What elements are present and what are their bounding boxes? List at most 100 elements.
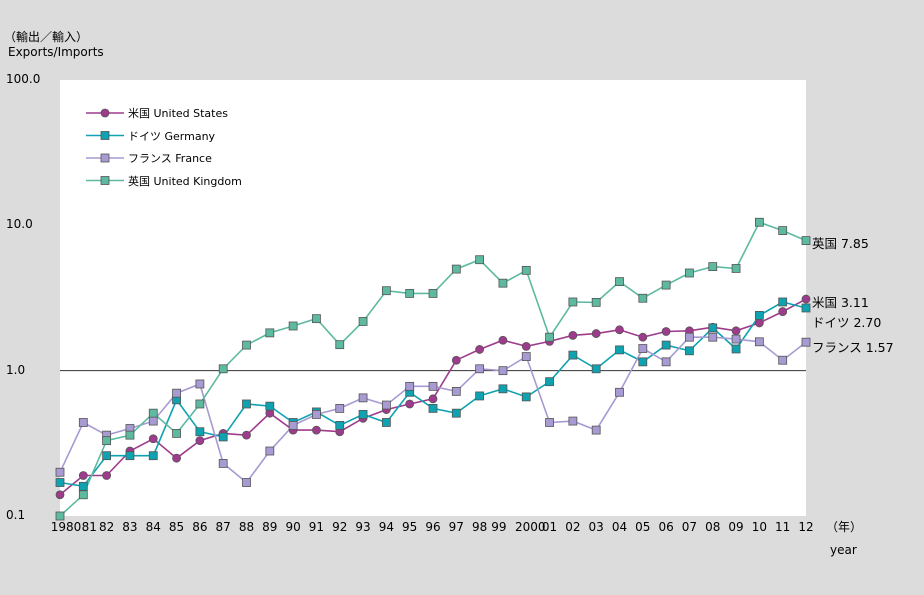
- data-point: [498, 384, 508, 394]
- data-point: [475, 345, 485, 354]
- data-point: [545, 377, 554, 387]
- data-point: [615, 345, 624, 355]
- data-point: [218, 364, 228, 374]
- x-tick-label: 07: [681, 520, 698, 534]
- legend-label: フランス France: [128, 152, 212, 165]
- data-point: [451, 355, 461, 365]
- x-tick-label: 99: [491, 520, 507, 534]
- x-tick-label: 1980: [50, 520, 82, 534]
- data-point: [381, 418, 391, 427]
- y-label-en: Exports/Imports: [8, 45, 104, 59]
- x-tick-label: 96: [425, 520, 441, 534]
- data-point: [312, 314, 321, 324]
- x-tick-label: 97: [448, 520, 464, 534]
- data-point: [778, 355, 788, 365]
- data-point: [125, 430, 135, 440]
- data-point: [615, 277, 624, 287]
- data-point: [451, 408, 461, 418]
- data-point: [568, 330, 578, 340]
- data-point: [312, 410, 321, 419]
- x-tick-label: 90: [285, 520, 301, 534]
- data-point: [685, 346, 694, 356]
- y-tick-label: 100.0: [6, 72, 41, 86]
- data-point: [498, 278, 508, 288]
- data-point: [731, 326, 741, 336]
- data-point: [591, 329, 601, 338]
- data-point: [475, 364, 485, 374]
- end-label: フランス 1.57: [812, 340, 894, 355]
- data-point: [498, 335, 508, 345]
- data-point: [288, 421, 298, 430]
- data-point: [242, 340, 251, 350]
- data-point: [638, 357, 648, 367]
- data-point: [148, 408, 158, 418]
- data-point: [661, 340, 671, 350]
- data-point: [172, 388, 181, 398]
- data-point: [102, 451, 112, 461]
- data-point: [801, 337, 811, 347]
- data-point: [358, 393, 368, 403]
- data-point: [521, 265, 531, 275]
- data-point: [778, 307, 788, 316]
- data-point: [78, 481, 88, 491]
- data-point: [638, 293, 648, 303]
- x-tick-label: 86: [192, 520, 208, 534]
- x-tick-label: 06: [658, 520, 674, 534]
- data-point: [218, 459, 228, 468]
- data-point: [78, 471, 88, 480]
- legend-marker: [100, 131, 110, 140]
- data-point: [312, 425, 321, 435]
- data-point: [242, 399, 251, 409]
- data-point: [288, 321, 298, 331]
- data-point: [778, 226, 788, 235]
- x-tick-label: 12: [798, 520, 814, 534]
- data-point: [568, 297, 578, 307]
- data-point: [55, 467, 65, 477]
- data-point: [335, 421, 345, 430]
- data-point: [801, 294, 811, 304]
- data-point: [195, 427, 205, 437]
- data-point: [172, 453, 181, 463]
- data-point: [521, 352, 531, 361]
- end-label: 英国 7.85: [812, 236, 869, 251]
- series-markers: [55, 217, 811, 521]
- end-label: ドイツ 2.70: [812, 315, 882, 330]
- x-tick-label: 93: [355, 520, 371, 534]
- data-point: [661, 327, 671, 336]
- data-point: [731, 344, 741, 354]
- data-point: [685, 332, 694, 342]
- data-point: [708, 323, 718, 333]
- legend-label: 米国 United States: [128, 107, 228, 120]
- legend-label: 英国 United Kingdom: [128, 174, 242, 188]
- data-point: [358, 317, 368, 326]
- data-point: [55, 490, 65, 500]
- data-point: [405, 399, 415, 409]
- data-point: [498, 366, 508, 376]
- data-point: [265, 446, 275, 456]
- x-tick-label: 02: [565, 520, 581, 534]
- data-point: [731, 264, 741, 273]
- plot-area: [60, 80, 806, 516]
- x-tick-label: 81: [81, 520, 97, 534]
- data-point: [754, 217, 764, 227]
- data-point: [218, 432, 228, 442]
- data-point: [265, 401, 275, 411]
- data-point: [638, 332, 648, 342]
- x-tick-label: 09: [728, 520, 744, 534]
- data-point: [615, 325, 624, 335]
- data-point: [685, 268, 694, 278]
- data-point: [661, 357, 671, 367]
- data-point: [78, 490, 88, 500]
- x-tick-label: 91: [308, 520, 325, 534]
- x-label-en: year: [830, 543, 857, 557]
- x-tick-label: 04: [611, 520, 628, 534]
- x-tick-label: 87: [215, 520, 231, 534]
- legend-marker: [100, 176, 110, 185]
- data-point: [778, 297, 788, 307]
- data-point: [638, 344, 648, 353]
- x-tick-label: 05: [635, 520, 651, 534]
- data-point: [381, 286, 391, 296]
- y-tick-label: 0.1: [6, 508, 26, 522]
- x-tick-label: 03: [588, 520, 604, 534]
- data-point: [242, 430, 251, 440]
